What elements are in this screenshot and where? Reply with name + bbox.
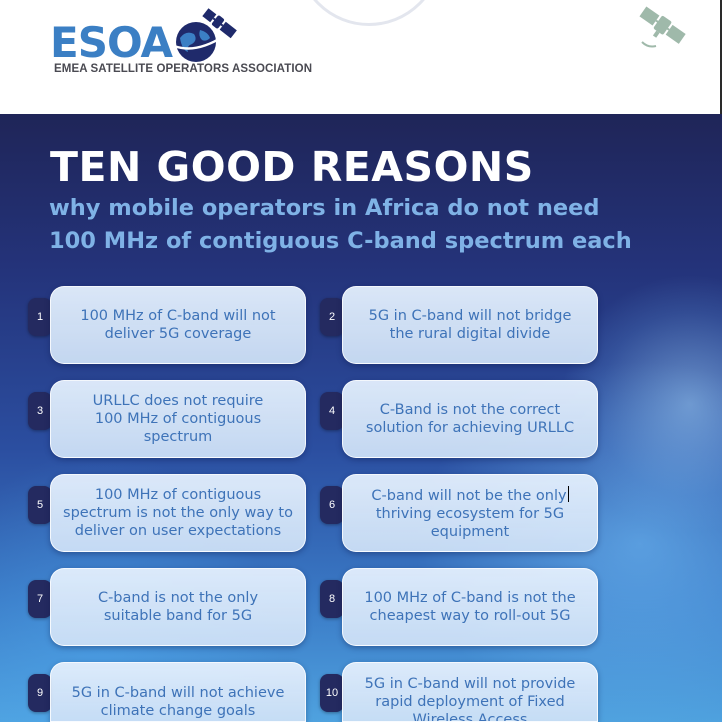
reason-card-9: 5G in C-band will not achieve climate cha… bbox=[50, 662, 306, 722]
reason-3-line-2: 100 MHz of contiguous bbox=[94, 411, 262, 427]
reason-4-line-1: C-Band is not the correct bbox=[379, 402, 561, 418]
header-right-border bbox=[720, 0, 722, 114]
reason-10-line-1: 5G in C-band will not provide bbox=[364, 676, 576, 692]
reason-number-1: 1 bbox=[28, 298, 52, 336]
reason-7-line-1: C-band is not the only bbox=[97, 590, 259, 606]
reason-9-line-2: climate change goals bbox=[100, 703, 256, 719]
reason-card-1: 100 MHz of C-band will not deliver 5G cov… bbox=[50, 286, 306, 364]
logo-text: ESOA bbox=[50, 18, 173, 67]
reason-6-line-3: equipment bbox=[430, 523, 510, 540]
reason-4-line-2: solution for achieving URLLC bbox=[365, 420, 575, 436]
reason-10-line-2: rapid deployment of Fixed bbox=[375, 694, 565, 710]
subtitle-line-2: 100 MHz of contiguous C-band spectrum ea… bbox=[49, 228, 632, 254]
reason-number-10: 10 bbox=[320, 674, 344, 712]
reason-card-10: 5G in C-band will not provide rapid deplo… bbox=[342, 662, 598, 722]
reason-number-2: 2 bbox=[320, 298, 344, 336]
poster-subtitle: why mobile operators in Africa do not ne… bbox=[49, 192, 709, 258]
satellite-globe-icon bbox=[173, 8, 237, 62]
reason-5-line-2: spectrum is not the only way to bbox=[63, 505, 293, 521]
decorative-arc bbox=[296, 0, 442, 26]
subtitle-line-1: why mobile operators in Africa do not ne… bbox=[49, 195, 600, 221]
reason-8-line-1: 100 MHz of C-band is not the bbox=[364, 590, 576, 606]
reason-7-line-2: suitable band for 5G bbox=[103, 608, 253, 624]
reason-card-2: 5G in C-band will not bridge the rural di… bbox=[342, 286, 598, 364]
reason-6-line-1: C-band will not be the only bbox=[371, 485, 569, 504]
reason-5-line-1: 100 MHz of contiguous bbox=[94, 487, 262, 503]
reason-number-8: 8 bbox=[320, 580, 344, 618]
satellite-icon bbox=[639, 6, 686, 48]
reason-8-line-2: cheapest way to roll-out 5G bbox=[369, 608, 571, 624]
reason-6-line-2: thriving ecosystem for 5G bbox=[375, 505, 565, 522]
reason-number-6: 6 bbox=[320, 486, 344, 524]
reason-card-4: C-Band is not the correct solution for ac… bbox=[342, 380, 598, 458]
reason-card-3: URLLC does not require 100 MHz of contigu… bbox=[50, 380, 306, 458]
poster: TEN GOOD REASONS why mobile operators in… bbox=[0, 114, 722, 722]
reason-card-5: 100 MHz of contiguous spectrum is not the… bbox=[50, 474, 306, 552]
reason-2-line-2: the rural digital divide bbox=[389, 326, 551, 342]
reason-1-line-2: deliver 5G coverage bbox=[104, 326, 252, 342]
reason-card-7: C-band is not the only suitable band for … bbox=[50, 568, 306, 646]
reason-5-line-3: deliver on user expectations bbox=[74, 523, 282, 539]
reason-card-8: 100 MHz of C-band is not the cheapest way… bbox=[342, 568, 598, 646]
text-cursor bbox=[567, 485, 569, 502]
reason-3-line-3: spectrum bbox=[143, 429, 213, 445]
reason-number-5: 5 bbox=[28, 486, 52, 524]
reason-10-line-3: Wireless Access bbox=[412, 712, 528, 722]
reason-9-line-1: 5G in C-band will not achieve bbox=[71, 685, 285, 701]
reason-number-9: 9 bbox=[28, 674, 52, 712]
poster-title: TEN GOOD REASONS bbox=[50, 143, 534, 191]
reason-number-3: 3 bbox=[28, 392, 52, 430]
reason-1-line-1: 100 MHz of C-band will not bbox=[80, 308, 276, 324]
reason-3-line-1: URLLC does not require bbox=[92, 393, 264, 409]
logo-subtitle: EMEA SATELLITE OPERATORS ASSOCIATION bbox=[54, 63, 313, 75]
reason-2-line-1: 5G in C-band will not bridge bbox=[368, 308, 572, 324]
reason-card-6[interactable]: C-band will not be the only thriving ecos… bbox=[342, 474, 598, 552]
reason-number-4: 4 bbox=[320, 392, 344, 430]
header: ESOA EMEA SATELLITE OPERATORS ASSOCIATIO… bbox=[0, 0, 722, 114]
reason-number-7: 7 bbox=[28, 580, 52, 618]
